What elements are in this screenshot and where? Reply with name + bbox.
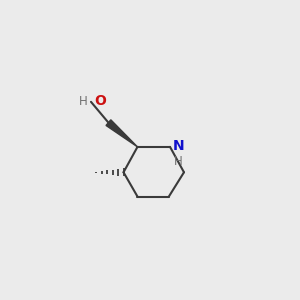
Text: O: O — [94, 94, 106, 108]
Text: H: H — [174, 155, 183, 168]
Polygon shape — [106, 120, 137, 147]
Text: H: H — [79, 95, 87, 108]
Text: N: N — [173, 139, 184, 153]
